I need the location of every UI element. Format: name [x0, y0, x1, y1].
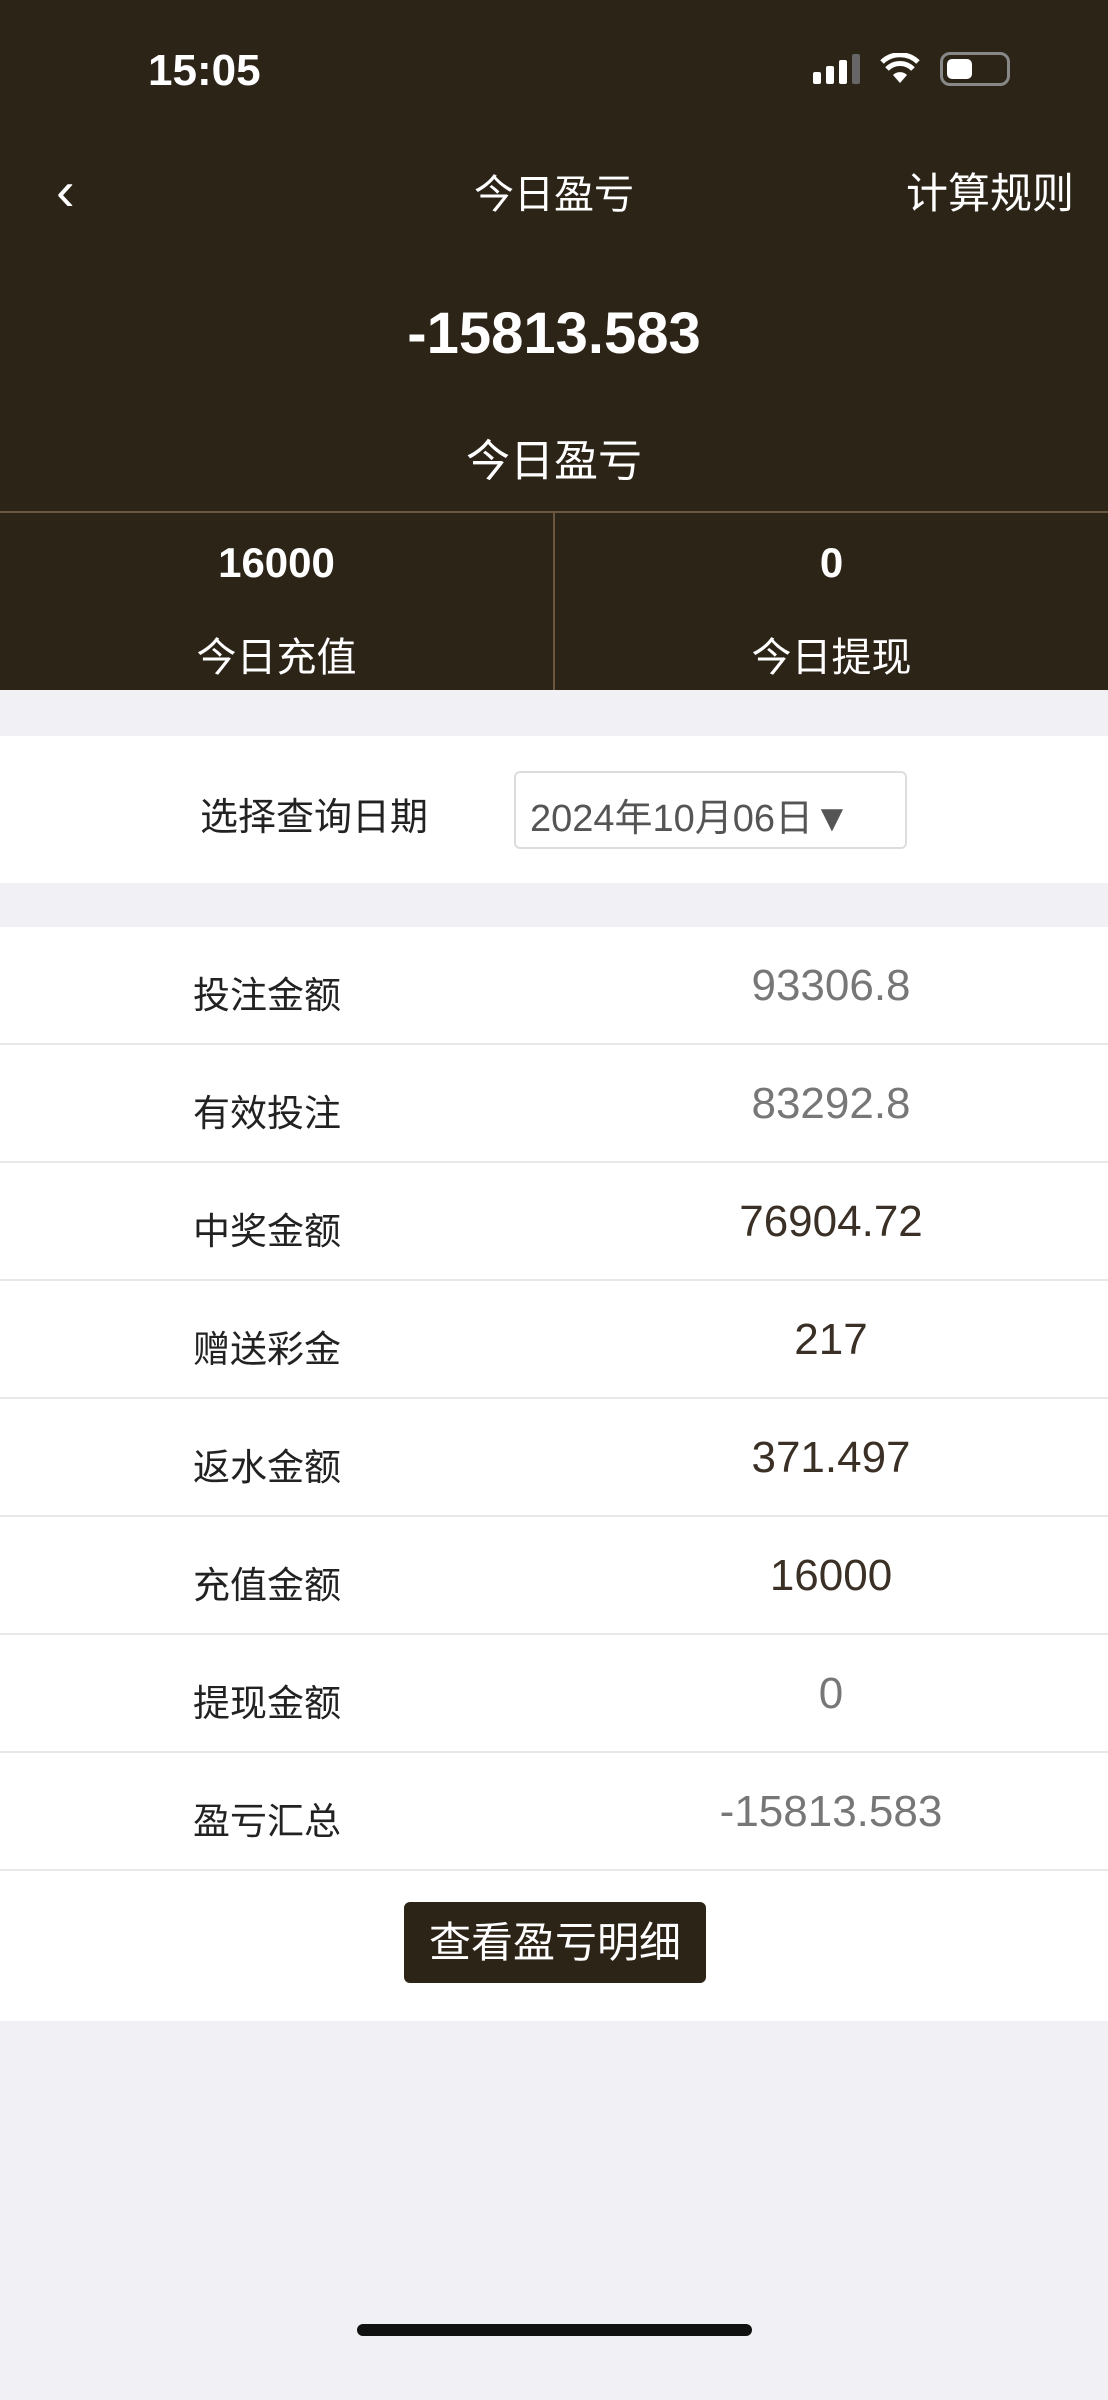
date-select[interactable]: 2024年10月06日▼: [514, 771, 907, 849]
table-row: 提现金额 0: [0, 1635, 1108, 1753]
stat-value: 0: [819, 539, 844, 586]
page-title: 今日盈亏: [474, 173, 634, 217]
status-icons: [813, 52, 1010, 86]
stat-value: 16000: [218, 539, 335, 586]
row-label: 充值金额: [193, 1565, 341, 1606]
row-value: 217: [794, 1315, 868, 1364]
table-row: 有效投注 83292.8: [0, 1045, 1108, 1163]
table-row: 中奖金额 76904.72: [0, 1163, 1108, 1281]
row-label: 投注金额: [193, 975, 341, 1016]
row-label: 返水金额: [193, 1447, 341, 1488]
stat-label: 今日提现: [751, 636, 912, 680]
row-label: 盈亏汇总: [193, 1801, 341, 1842]
date-section: 选择查询日期 2024年10月06日▼: [0, 736, 1108, 883]
row-label: 中奖金额: [193, 1211, 341, 1252]
stat-withdraw: 0 今日提现: [553, 513, 1108, 690]
row-value: 83292.8: [751, 1079, 911, 1128]
view-details-button[interactable]: 查看盈亏明细: [404, 1902, 706, 1983]
button-row: 查看盈亏明细: [0, 1871, 1108, 2021]
date-label: 选择查询日期: [200, 797, 429, 839]
row-value: 371.497: [751, 1433, 911, 1482]
profit-loss-label: 今日盈亏: [466, 437, 642, 486]
row-label: 赠送彩金: [193, 1329, 341, 1370]
table-row: 投注金额 93306.8: [0, 927, 1108, 1045]
row-label: 提现金额: [193, 1683, 341, 1724]
row-value: 0: [818, 1669, 844, 1718]
table-row: 赠送彩金 217: [0, 1281, 1108, 1399]
row-value: 93306.8: [751, 961, 911, 1010]
stats-bar: 16000 今日充值 0 今日提现: [0, 511, 1108, 690]
stat-deposit: 16000 今日充值: [0, 513, 553, 690]
wifi-icon: [880, 53, 920, 83]
table-row: 盈亏汇总 -15813.583: [0, 1753, 1108, 1871]
row-label: 有效投注: [193, 1093, 341, 1134]
row-value: 16000: [769, 1551, 893, 1600]
status-time: 15:05: [148, 46, 261, 95]
table-row: 充值金额 16000: [0, 1517, 1108, 1635]
table-row: 返水金额 371.497: [0, 1399, 1108, 1517]
chevron-left-icon: ‹: [56, 159, 75, 222]
summary-table: 投注金额 93306.8 有效投注 83292.8 中奖金额 76904.72 赠送彩…: [0, 927, 1108, 2021]
home-indicator[interactable]: [357, 2324, 752, 2336]
calculation-rules-link[interactable]: 计算规则: [905, 170, 1074, 217]
stat-label: 今日充值: [196, 636, 357, 680]
row-value: -15813.583: [719, 1787, 943, 1836]
header: 15:05 ‹ 今日盈亏 计算规则 -15813.583 今日盈亏 16000 …: [0, 0, 1108, 690]
battery-icon: [940, 52, 1010, 86]
profit-loss-amount: -15813.583: [407, 301, 701, 366]
row-value: 76904.72: [739, 1197, 923, 1246]
signal-icon: [813, 54, 860, 84]
back-button[interactable]: ‹: [56, 158, 75, 223]
